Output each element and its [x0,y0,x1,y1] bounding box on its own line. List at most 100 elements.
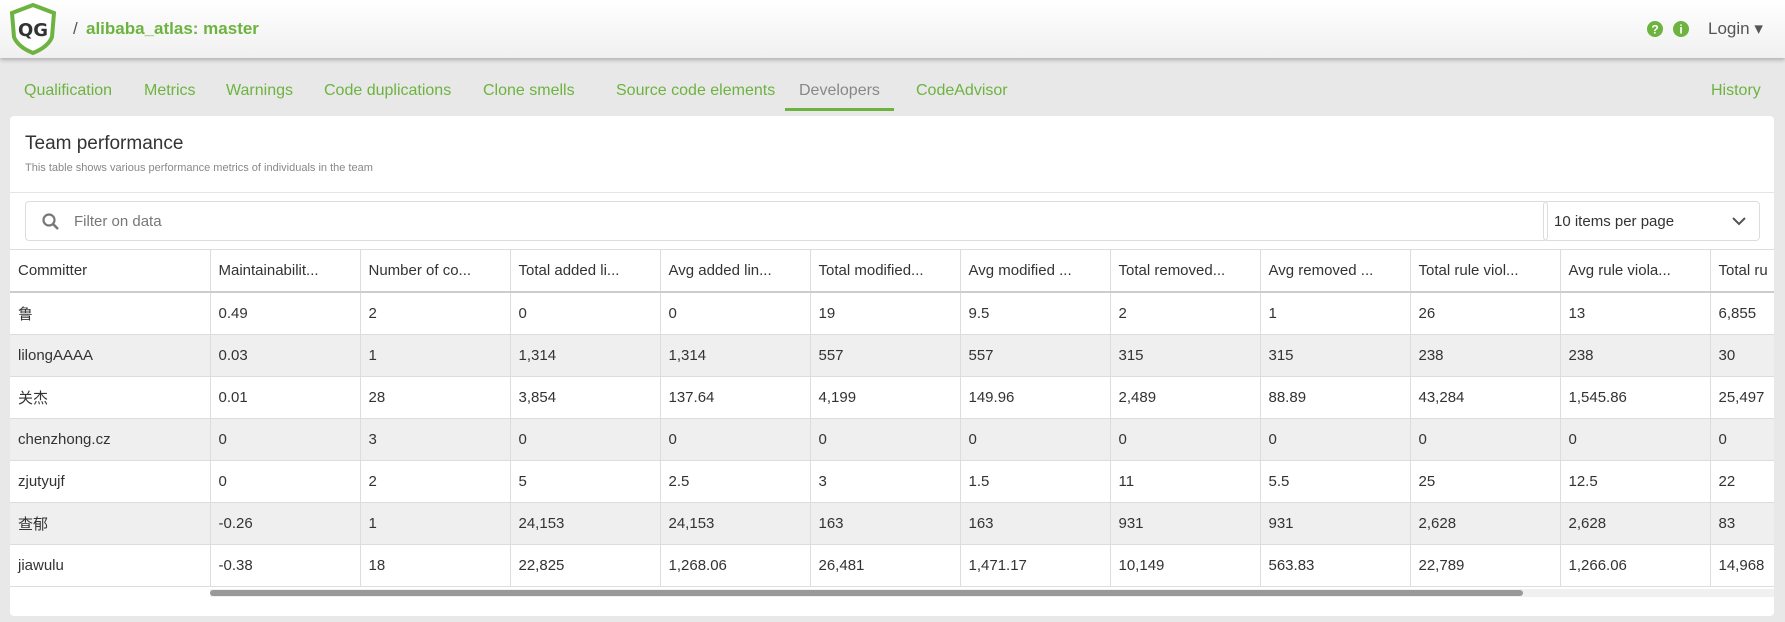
table-cell: 1,545.86 [1560,376,1711,419]
table-cell: 14,968 [1710,544,1774,587]
table-cell: 0 [510,418,661,461]
column-header[interactable]: Total added li... [510,250,661,293]
table-cell: 0 [960,418,1111,461]
table-cell: 238 [1410,334,1561,377]
table-cell: 22,825 [510,544,661,587]
table-cell: 0 [210,460,361,503]
column-header[interactable]: Avg modified ... [960,250,1111,293]
table-cell: 149.96 [960,376,1111,419]
table-cell: 30 [1710,334,1774,377]
column-header[interactable]: Maintainabilit... [210,250,361,293]
table-body: 鲁 0.49 2 0 0 19 9.5 2 1 26 13 6,855 lilongAAAA 0.03 1 1… [10,292,1774,587]
table-cell: 0.01 [210,376,361,419]
help-icons: ? i [1647,21,1689,37]
panel-subtitle: This table shows various performance met… [25,162,373,174]
column-header[interactable]: Committer [10,250,211,293]
table-cell: 1,314 [510,334,661,377]
table-cell: 1.5 [960,460,1111,503]
filter-input[interactable]: Filter on data [25,201,1548,241]
table-cell: 3 [810,460,961,503]
table-container: Committer Maintainabilit... Number of co..… [10,249,1774,590]
table-cell: 2 [360,460,511,503]
table-cell: 238 [1560,334,1711,377]
info-icon[interactable] [1673,21,1689,37]
table-cell: 4,199 [810,376,961,419]
table-cell: 28 [360,376,511,419]
table-head: Committer Maintainabilit... Number of co..… [10,250,1774,293]
table-cell: chenzhong.cz [10,418,211,461]
column-header[interactable]: Avg rule viola... [1560,250,1711,293]
table-cell: 0 [660,418,811,461]
page-size-select[interactable]: 10 items per page [1543,201,1760,241]
table-cell: 1 [360,334,511,377]
table-cell: 0 [1710,418,1774,461]
table-cell: 0.03 [210,334,361,377]
table-row: 鲁 0.49 2 0 0 19 9.5 2 1 26 13 6,855 [10,292,1774,335]
table-cell: 25,497 [1710,376,1774,419]
filter-placeholder: Filter on data [74,213,162,230]
table-cell: 2 [360,292,511,335]
table-cell: 563.83 [1260,544,1411,587]
table-cell: -0.38 [210,544,361,587]
history-link[interactable]: History [1711,82,1761,99]
logo[interactable]: QG [8,3,58,55]
column-header[interactable]: Avg removed ... [1260,250,1411,293]
table-cell: 0 [1260,418,1411,461]
tab[interactable]: Code duplications [324,82,452,99]
table-cell: 9.5 [960,292,1111,335]
table-cell: jiawulu [10,544,211,587]
table-cell: 19 [810,292,961,335]
column-header[interactable]: Avg added lin... [660,250,811,293]
tab[interactable]: Developers [785,78,894,111]
scroll-thumb[interactable] [210,590,1523,596]
table-cell: 2,628 [1410,502,1561,545]
column-header[interactable]: Number of co... [360,250,511,293]
table-cell: 163 [960,502,1111,545]
tab[interactable]: Metrics [144,82,196,99]
table-cell: 22 [1710,460,1774,503]
table-cell: 13 [1560,292,1711,335]
help-icon[interactable] [1647,21,1663,37]
table-cell: 3 [360,418,511,461]
table-cell: 557 [960,334,1111,377]
login-label[interactable]: Login [1708,19,1750,38]
table-cell: 83 [1710,502,1774,545]
table-cell: 931 [1260,502,1411,545]
table-cell: 88.89 [1260,376,1411,419]
project-name[interactable]: alibaba_atlas: master [86,19,259,38]
table-cell: 2,489 [1110,376,1261,419]
table-cell: 2 [1110,292,1261,335]
table-cell: 26 [1410,292,1561,335]
table-cell: 11 [1110,460,1261,503]
table-row: 关杰 0.01 28 3,854 137.64 4,199 149.96 2,489 88.89… [10,376,1774,419]
top-bar: QG / alibaba_atlas: master ? i Login ▾ [0,0,1785,58]
table-cell: 0.49 [210,292,361,335]
table-cell: 0 [510,292,661,335]
table-cell: 18 [360,544,511,587]
table-cell: 1,314 [660,334,811,377]
tab[interactable]: CodeAdvisor [916,82,1008,99]
table-cell: 12.5 [1560,460,1711,503]
tab[interactable]: Clone smells [483,82,575,99]
table-cell: 0 [1560,418,1711,461]
table-cell: 0 [1410,418,1561,461]
search-icon [42,213,59,230]
table-cell: 931 [1110,502,1261,545]
column-header[interactable]: Total removed... [1110,250,1261,293]
tab[interactable]: Warnings [226,82,293,99]
table-cell: 0 [810,418,961,461]
table-row: jiawulu -0.38 18 22,825 1,268.06 26,481 1,471.… [10,544,1774,587]
table-cell: 315 [1110,334,1261,377]
column-header[interactable]: Total modified... [810,250,961,293]
column-header[interactable]: Total ru [1710,250,1774,293]
table-cell: 24,153 [660,502,811,545]
table-row: zjutyujf 0 2 5 2.5 3 1.5 11 5.5 25 12.5 22 [10,460,1774,503]
table-cell: 2.5 [660,460,811,503]
tab[interactable]: Qualification [24,82,113,99]
column-header[interactable]: Total rule viol... [1410,250,1561,293]
scrollbar[interactable] [210,589,1774,597]
table-cell: 10,149 [1110,544,1261,587]
table-row: lilongAAAA 0.03 1 1,314 1,314 557 557 315 315 238… [10,334,1774,377]
login-menu[interactable]: Login ▾ [1708,19,1763,38]
tab[interactable]: Source code elements [616,82,776,99]
